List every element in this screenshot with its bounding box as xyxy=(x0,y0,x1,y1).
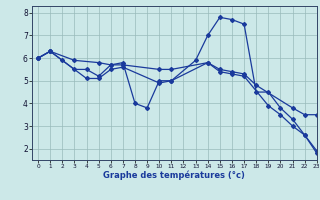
X-axis label: Graphe des températures (°c): Graphe des températures (°c) xyxy=(103,171,245,180)
